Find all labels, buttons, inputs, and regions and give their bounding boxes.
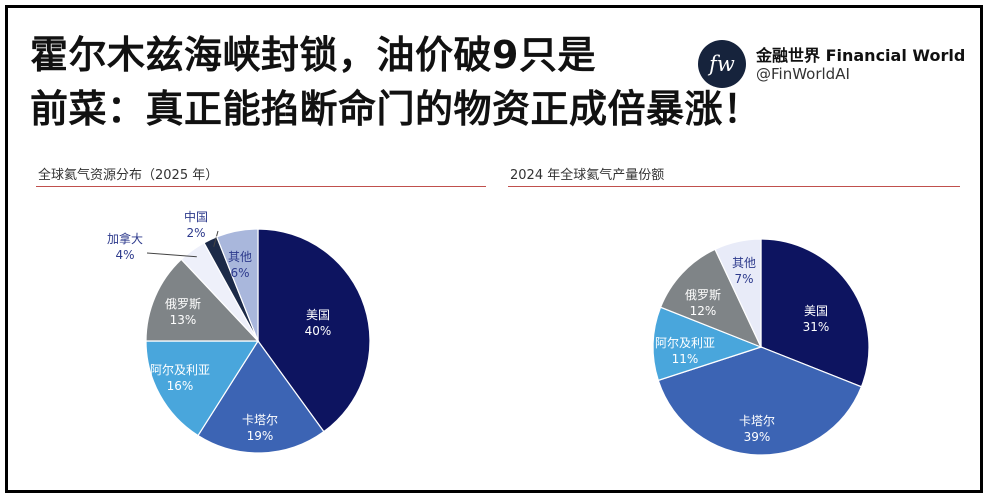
pie-slice-3 xyxy=(659,248,763,349)
leader-line-4 xyxy=(146,252,197,258)
pie-slice-0 xyxy=(760,238,870,388)
slice-value-4: 7% xyxy=(734,272,753,286)
slice-label-4: 其他 xyxy=(732,256,756,270)
slice-label-6: 其他 xyxy=(228,250,252,264)
slice-label-1: 卡塔尔 xyxy=(242,412,278,427)
slice-label-3: 俄罗斯 xyxy=(685,288,721,302)
pie-slice-4 xyxy=(714,238,762,348)
slice-value-5: 2% xyxy=(186,226,205,240)
slice-label-3: 俄罗斯 xyxy=(165,297,201,311)
slice-value-4: 4% xyxy=(115,248,134,262)
pie-slice-2 xyxy=(145,340,260,437)
slice-label-2: 阿尔及利亚 xyxy=(655,335,715,350)
slice-value-2: 16% xyxy=(167,379,194,393)
pie-slice-1 xyxy=(657,346,863,456)
pie-chart-resources: 美国 40% 卡塔尔 19% 阿尔及利亚 16% 俄罗斯 13% 加拿大 4% 中国 2% 其他 6% xyxy=(107,209,371,454)
pie-slice-0 xyxy=(257,228,371,433)
post-card: 霍尔木兹海峡封锁，油价破9只是 前菜：真正能掐断命门的物资正成倍暴涨！ fw 金… xyxy=(5,5,983,493)
leader-line-5 xyxy=(213,230,219,247)
pie-slice-3 xyxy=(145,258,260,342)
chart-title-production: 2024 年全球氦气产量份额 xyxy=(510,168,665,183)
chart-title-rule-production xyxy=(508,186,960,187)
pie-slice-2 xyxy=(652,306,763,382)
slice-value-0: 40% xyxy=(305,324,332,338)
pie-slice-6 xyxy=(215,228,259,342)
slice-label-1: 卡塔尔 xyxy=(739,413,775,428)
brand-handle: @FinWorldAI xyxy=(756,65,850,83)
pie-chart-production: 美国 31% 卡塔尔 39% 阿尔及利亚 11% 俄罗斯 12% 其他 7% xyxy=(652,238,870,456)
chart-title-rule-resources xyxy=(36,186,486,187)
slice-label-2: 阿尔及利亚 xyxy=(150,362,210,377)
slice-value-0: 31% xyxy=(803,320,830,334)
slice-value-3: 13% xyxy=(170,313,197,327)
slice-label-0: 美国 xyxy=(306,308,330,322)
slice-value-1: 39% xyxy=(744,430,771,444)
brand-name: 金融世界 Financial World xyxy=(756,46,966,65)
slice-value-2: 11% xyxy=(672,352,699,366)
headline: 霍尔木兹海峡封锁，油价破9只是 前菜：真正能掐断命门的物资正成倍暴涨！ xyxy=(30,28,762,136)
slice-label-4: 加拿大 xyxy=(107,231,143,246)
pie-slice-1 xyxy=(197,339,325,454)
slice-value-6: 6% xyxy=(230,266,249,280)
chart-title-resources: 全球氦气资源分布（2025 年） xyxy=(38,168,219,183)
headline-line-2: 前菜：真正能掐断命门的物资正成倍暴涨！ xyxy=(30,87,762,131)
slice-value-1: 19% xyxy=(247,429,274,443)
headline-line-1: 霍尔木兹海峡封锁，油价破9只是 xyxy=(30,33,596,77)
slice-label-5: 中国 xyxy=(184,209,208,224)
slice-label-0: 美国 xyxy=(804,304,828,318)
slice-value-3: 12% xyxy=(690,304,717,318)
brand-logo: fw xyxy=(698,40,746,88)
